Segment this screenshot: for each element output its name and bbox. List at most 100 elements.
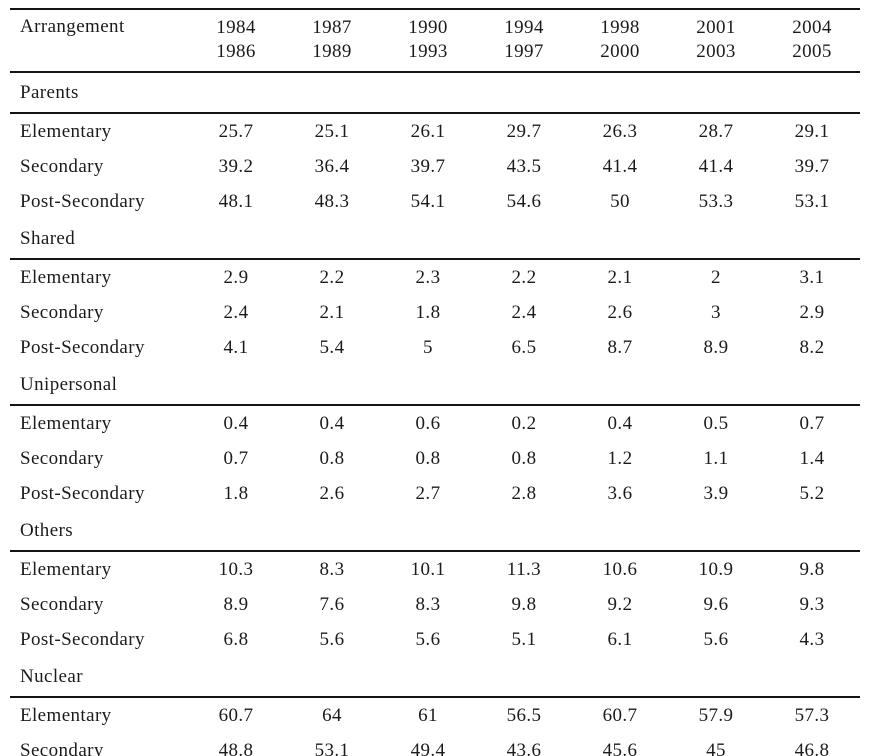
row-label: Post-Secondary — [20, 190, 145, 212]
table-row: Elementary 10.3 8.3 10.1 11.3 10.6 10.9 9.8 — [10, 551, 860, 587]
value-cell: 5.1 — [511, 628, 537, 650]
value-cell: 8.3 — [319, 558, 345, 580]
value-cell: 45.6 — [602, 739, 638, 756]
section-title: Parents — [10, 72, 860, 114]
value-cell: 39.2 — [218, 155, 254, 177]
row-label: Secondary — [20, 155, 104, 177]
value-cell: 50 — [610, 190, 630, 212]
value-cell: 6.1 — [607, 628, 633, 650]
year-label: 2000 — [600, 41, 640, 62]
value-cell: 41.4 — [602, 155, 638, 177]
value-cell: 54.1 — [410, 190, 446, 212]
table-row: Elementary 0.4 0.4 0.6 0.2 0.4 0.5 0.7 — [10, 405, 860, 441]
value-cell: 4.1 — [223, 336, 249, 358]
value-cell: 0.4 — [607, 412, 633, 434]
year-label: 2004 — [792, 17, 832, 38]
column-header-years: 1984 1986 — [188, 9, 284, 72]
value-cell: 5.6 — [415, 628, 441, 650]
value-cell: 3.9 — [703, 482, 729, 504]
section-title: Nuclear — [10, 657, 860, 698]
value-cell: 9.8 — [511, 593, 537, 615]
value-cell: 5.2 — [799, 482, 825, 504]
value-cell: 3.1 — [799, 266, 825, 288]
year-label: 1998 — [600, 17, 640, 38]
value-cell: 6.5 — [511, 336, 537, 358]
row-label: Elementary — [20, 266, 112, 288]
value-cell: 10.6 — [602, 558, 638, 580]
table-row: Secondary 8.9 7.6 8.3 9.8 9.2 9.6 9.3 — [10, 587, 860, 622]
value-cell: 49.4 — [410, 739, 446, 756]
value-cell: 11.3 — [506, 558, 542, 580]
value-cell: 39.7 — [410, 155, 446, 177]
section-title: Unipersonal — [10, 365, 860, 406]
year-label: 1994 — [504, 17, 544, 38]
row-label: Elementary — [20, 704, 112, 726]
value-cell: 2.6 — [607, 301, 633, 323]
value-cell: 3.6 — [607, 482, 633, 504]
value-cell: 26.3 — [602, 120, 638, 142]
value-cell: 29.7 — [506, 120, 542, 142]
value-cell: 45 — [706, 739, 726, 756]
row-label: Secondary — [20, 593, 104, 615]
row-label: Post-Secondary — [20, 628, 145, 650]
value-cell: 2.8 — [511, 482, 537, 504]
column-header-years: 1994 1997 — [476, 9, 572, 72]
value-cell: 10.9 — [698, 558, 734, 580]
table-header-row: Arrangement 1984 1986 1987 1989 1990 1993 1994… — [10, 9, 860, 72]
value-cell: 8.2 — [799, 336, 825, 358]
year-label: 1990 — [408, 17, 448, 38]
value-cell: 41.4 — [698, 155, 734, 177]
value-cell: 8.7 — [607, 336, 633, 358]
column-header-years: 2001 2003 — [668, 9, 764, 72]
value-cell: 5.4 — [319, 336, 345, 358]
value-cell: 29.1 — [794, 120, 830, 142]
value-cell: 0.2 — [511, 412, 537, 434]
value-cell: 5 — [423, 336, 433, 358]
table-row: Post-Secondary 6.8 5.6 5.6 5.1 6.1 5.6 4.3 — [10, 622, 860, 657]
year-label: 1993 — [408, 41, 448, 62]
section-header-row: Shared — [10, 219, 860, 260]
value-cell: 0.5 — [703, 412, 729, 434]
value-cell: 64 — [322, 704, 342, 726]
value-cell: 10.1 — [410, 558, 446, 580]
value-cell: 2.3 — [415, 266, 441, 288]
value-cell: 57.9 — [698, 704, 734, 726]
column-header-years: 1987 1989 — [284, 9, 380, 72]
value-cell: 60.7 — [602, 704, 638, 726]
value-cell: 57.3 — [794, 704, 830, 726]
value-cell: 0.4 — [319, 412, 345, 434]
year-label: 2001 — [696, 17, 736, 38]
value-cell: 2.6 — [319, 482, 345, 504]
value-cell: 25.7 — [218, 120, 254, 142]
table-row: Elementary 2.9 2.2 2.3 2.2 2.1 2 3.1 — [10, 259, 860, 295]
value-cell: 1.8 — [415, 301, 441, 323]
value-cell: 1.1 — [703, 447, 729, 469]
value-cell: 2.2 — [511, 266, 537, 288]
value-cell: 2.4 — [223, 301, 249, 323]
value-cell: 26.1 — [410, 120, 446, 142]
table-row: Elementary 60.7 64 61 56.5 60.7 57.9 57.3 — [10, 697, 860, 733]
row-label: Elementary — [20, 412, 112, 434]
value-cell: 8.3 — [415, 593, 441, 615]
value-cell: 0.7 — [799, 412, 825, 434]
value-cell: 2.9 — [223, 266, 249, 288]
row-label: Post-Secondary — [20, 336, 145, 358]
arrangements-table: Arrangement 1984 1986 1987 1989 1990 1993 1994… — [10, 8, 860, 756]
value-cell: 46.8 — [794, 739, 830, 756]
year-label: 2003 — [696, 41, 736, 62]
value-cell: 9.3 — [799, 593, 825, 615]
section-title: Shared — [10, 219, 860, 260]
value-cell: 2.1 — [319, 301, 345, 323]
section-header-row: Others — [10, 511, 860, 552]
row-label: Elementary — [20, 120, 112, 142]
value-cell: 48.3 — [314, 190, 350, 212]
value-cell: 5.6 — [703, 628, 729, 650]
value-cell: 0.7 — [223, 447, 249, 469]
value-cell: 10.3 — [218, 558, 254, 580]
value-cell: 43.6 — [506, 739, 542, 756]
row-label: Elementary — [20, 558, 112, 580]
row-label: Secondary — [20, 739, 104, 756]
value-cell: 0.8 — [415, 447, 441, 469]
value-cell: 8.9 — [223, 593, 249, 615]
value-cell: 48.1 — [218, 190, 254, 212]
